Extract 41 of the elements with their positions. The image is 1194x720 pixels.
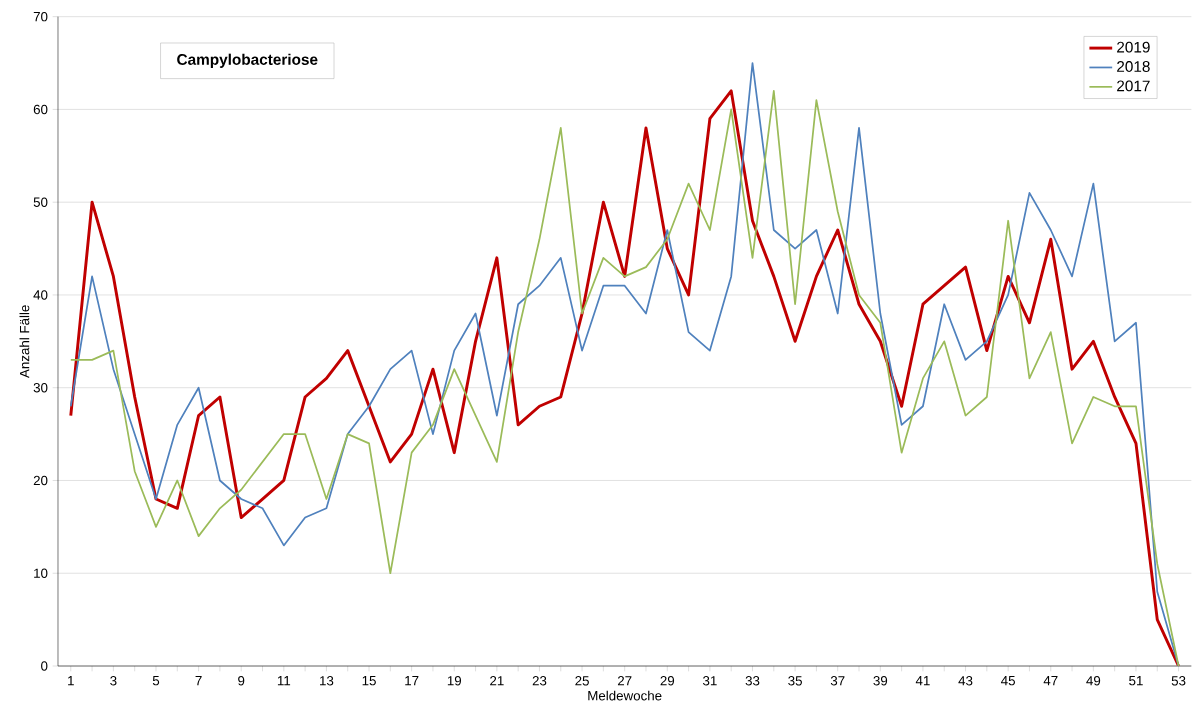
x-tick-label: 11 [277,676,291,686]
x-tick-label: 31 [702,676,717,686]
x-tick-label: 19 [447,676,462,686]
x-tick-label: 5 [152,676,160,686]
y-tick-label: 30 [33,383,48,393]
x-axis-title: Meldewoche [588,690,662,701]
legend-label: 2019 [1117,41,1150,53]
y-tick-label: 0 [41,661,48,671]
x-tick-label: 3 [110,676,117,686]
x-tick-label: 9 [238,676,245,686]
x-tick-label: 37 [830,676,845,686]
x-tick-label: 23 [532,676,547,686]
x-tick-label: 33 [745,676,760,686]
x-tick-label: 41 [915,676,930,686]
x-tick-label: 47 [1043,676,1058,686]
y-tick-label: 50 [33,197,48,207]
legend-label: 2017 [1117,80,1150,92]
y-tick-label: 70 [33,11,48,22]
y-tick-label: 40 [33,290,48,300]
x-tick-label: 25 [575,676,589,686]
x-tick-label: 45 [1001,676,1015,686]
x-tick-label: 7 [195,676,202,686]
x-tick-label: 21 [490,676,504,686]
x-tick-label: 51 [1129,676,1143,686]
y-tick-label: 10 [34,568,48,578]
x-tick-label: 1 [68,676,74,686]
x-tick-label: 35 [788,676,802,686]
x-tick-label: 15 [362,676,376,686]
x-tick-label: 39 [873,676,888,686]
x-tick-label: 49 [1086,676,1101,686]
legend-label: 2018 [1117,61,1150,72]
x-tick-label: 29 [660,676,675,686]
x-tick-label: 27 [617,676,632,686]
x-tick-label: 17 [405,676,419,686]
x-tick-label: 43 [958,676,973,686]
y-axis-title: Anzahl Fälle [19,305,30,378]
x-tick-label: 13 [320,676,334,686]
x-tick-label: 53 [1171,676,1186,686]
text: Campylobacteriose [177,53,318,68]
y-tick-label: 60 [33,104,48,115]
y-tick-label: 20 [33,475,48,486]
